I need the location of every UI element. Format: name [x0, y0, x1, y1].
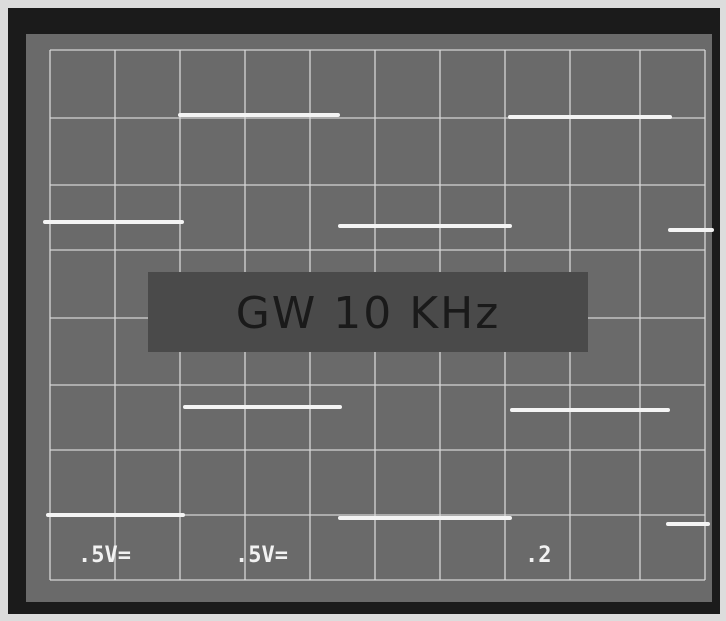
channel-1-scale: .5V=	[78, 543, 131, 568]
channel-1-trace	[43, 113, 714, 232]
label-card	[148, 272, 588, 352]
signal-label: GW 10 KHz	[236, 288, 501, 339]
timebase: .2	[525, 543, 552, 568]
channel-2-trace	[46, 405, 710, 526]
channel-2-scale: .5V=	[235, 543, 288, 568]
